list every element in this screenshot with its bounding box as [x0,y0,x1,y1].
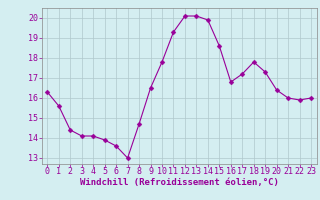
X-axis label: Windchill (Refroidissement éolien,°C): Windchill (Refroidissement éolien,°C) [80,178,279,187]
